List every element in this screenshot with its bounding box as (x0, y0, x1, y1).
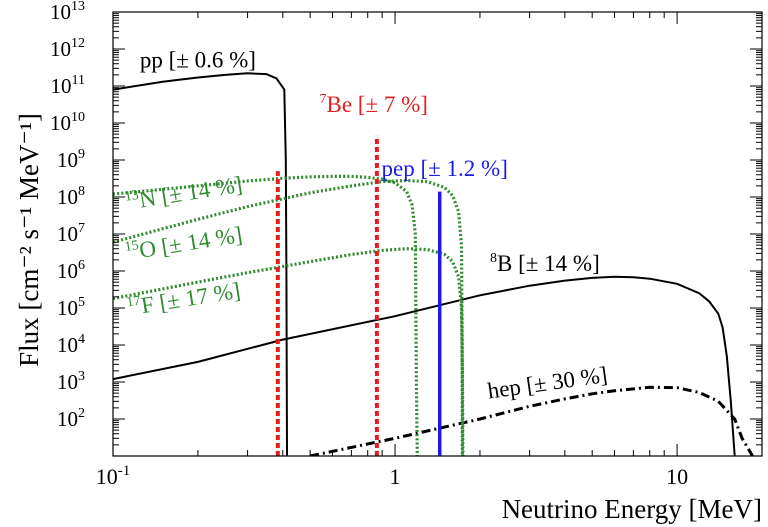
x-tick-label: 10 (666, 464, 688, 489)
y-tick-label: 103 (57, 369, 85, 394)
series-17f-curve (113, 247, 465, 456)
y-tick-label: 1013 (50, 0, 85, 24)
x-tick-label: 10-1 (96, 463, 131, 489)
y-tick-label: 1011 (51, 73, 85, 98)
y-tick-label: 106 (57, 258, 85, 283)
series-hep-curve (309, 385, 754, 456)
label-o: 15O [± 14 %] (124, 222, 244, 265)
label-pp: pp [± 0.6 %] (140, 47, 256, 72)
y-tick-label: 102 (57, 406, 85, 431)
x-tick-label: 1 (390, 464, 401, 489)
svg-text:13N [± 14 %]: 13N [± 14 %] (124, 172, 244, 215)
svg-text:hep [± 30 %]: hep [± 30 %] (486, 362, 609, 404)
svg-text:pep [± 1.2 %]: pep [± 1.2 %] (382, 156, 508, 181)
svg-text:8B [± 14 %]: 8B [± 14 %] (490, 251, 600, 276)
y-tick-label: 109 (57, 147, 85, 172)
svg-text:15O [± 14 %]: 15O [± 14 %] (124, 222, 244, 265)
series-pp-curve (113, 72, 288, 456)
x-axis-label: Neutrino Energy [MeV] (502, 494, 762, 524)
series-13n-curve (113, 174, 419, 456)
label-hep: hep [± 30 %] (486, 362, 609, 404)
svg-text:7Be [± 7 %]: 7Be [± 7 %] (319, 92, 427, 117)
y-tick-label: 104 (57, 332, 85, 357)
series-8b-curve (113, 275, 736, 456)
svg-text:pp [± 0.6 %]: pp [± 0.6 %] (140, 47, 256, 72)
y-axis-label: Flux [cm⁻² s⁻¹ MeV⁻¹] (14, 113, 44, 367)
y-tick-label: 1012 (50, 36, 85, 61)
series-15o-curve (113, 178, 464, 456)
y-tick-label: 1010 (50, 110, 85, 135)
label-n: 13N [± 14 %] (124, 172, 244, 215)
label-pep: pep [± 1.2 %] (382, 156, 508, 181)
label-b: 8B [± 14 %] (490, 251, 600, 276)
y-tick-label: 105 (57, 295, 85, 320)
axis-ticks: 10-1 1 10 102 103 104 105 106 107 108 109 1010 1011 1… (50, 0, 763, 489)
label-be: 7Be [± 7 %] (319, 92, 427, 117)
y-tick-label: 107 (57, 221, 85, 246)
plot-marks (113, 72, 754, 456)
curve-labels: pp [± 0.6 %] 7Be [± 7 %] pep [± 1.2 %] 13N … (124, 47, 609, 403)
y-tick-label: 108 (57, 184, 85, 209)
